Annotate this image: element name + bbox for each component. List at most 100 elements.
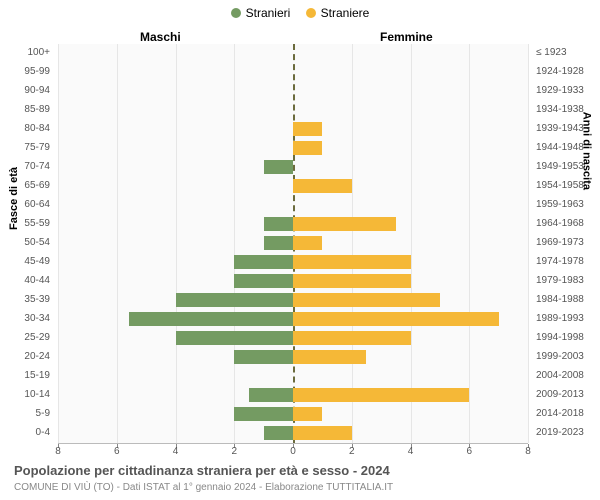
bar-female — [293, 388, 469, 402]
age-label: 40-44 — [0, 275, 50, 286]
legend-item-male: Stranieri — [231, 6, 291, 20]
age-label: 100+ — [0, 47, 50, 58]
age-label: 60-64 — [0, 199, 50, 210]
bar-male — [234, 255, 293, 269]
bar-female — [293, 179, 352, 193]
birth-year-label: 2004-2008 — [536, 370, 596, 381]
bar-male — [234, 407, 293, 421]
xtick-label: 2 — [224, 446, 244, 457]
bar-female — [293, 274, 411, 288]
bar-female — [293, 122, 322, 136]
birth-year-label: 1934-1938 — [536, 104, 596, 115]
age-label: 30-34 — [0, 313, 50, 324]
bar-female — [293, 407, 322, 421]
age-row: 60-641959-1963 — [58, 196, 528, 215]
xtick-label: 6 — [107, 446, 127, 457]
bar-female — [293, 236, 322, 250]
birth-year-label: 1969-1973 — [536, 237, 596, 248]
xtick-label: 0 — [283, 446, 303, 457]
age-row: 45-491974-1978 — [58, 253, 528, 272]
birth-year-label: 1929-1933 — [536, 85, 596, 96]
age-label: 5-9 — [0, 408, 50, 419]
bar-female — [293, 141, 322, 155]
age-row: 40-441979-1983 — [58, 272, 528, 291]
age-row: 0-42019-2023 — [58, 424, 528, 443]
birth-year-label: 1989-1993 — [536, 313, 596, 324]
age-row: 10-142009-2013 — [58, 386, 528, 405]
birth-year-label: 1954-1958 — [536, 180, 596, 191]
birth-year-label: 1964-1968 — [536, 218, 596, 229]
pyramid-plot: 864202468100+≤ 192395-991924-192890-9419… — [58, 44, 528, 444]
gridline — [528, 44, 529, 443]
age-label: 90-94 — [0, 85, 50, 96]
column-title-left: Maschi — [140, 30, 181, 44]
age-row: 65-691954-1958 — [58, 177, 528, 196]
birth-year-label: 1999-2003 — [536, 351, 596, 362]
age-label: 65-69 — [0, 180, 50, 191]
birth-year-label: 1994-1998 — [536, 332, 596, 343]
bar-male — [176, 331, 294, 345]
bar-male — [264, 426, 293, 440]
legend-label-male: Stranieri — [246, 6, 291, 20]
age-label: 15-19 — [0, 370, 50, 381]
legend-swatch-female — [306, 8, 316, 18]
chart-caption: Popolazione per cittadinanza straniera p… — [14, 463, 390, 478]
xtick-label: 6 — [459, 446, 479, 457]
age-row: 55-591964-1968 — [58, 215, 528, 234]
age-row: 15-192004-2008 — [58, 367, 528, 386]
bar-male — [234, 350, 293, 364]
xtick-label: 8 — [48, 446, 68, 457]
age-row: 70-741949-1953 — [58, 158, 528, 177]
birth-year-label: 1979-1983 — [536, 275, 596, 286]
birth-year-label: 2009-2013 — [536, 389, 596, 400]
bar-female — [293, 350, 366, 364]
age-row: 80-841939-1943 — [58, 120, 528, 139]
birth-year-label: 1959-1963 — [536, 199, 596, 210]
chart-subcaption: COMUNE DI VIÙ (TO) - Dati ISTAT al 1° ge… — [14, 482, 393, 493]
bar-male — [264, 236, 293, 250]
column-title-right: Femmine — [380, 30, 433, 44]
bar-female — [293, 312, 499, 326]
bar-female — [293, 217, 396, 231]
age-label: 95-99 — [0, 66, 50, 77]
age-row: 5-92014-2018 — [58, 405, 528, 424]
legend: Stranieri Straniere — [0, 6, 600, 21]
age-row: 35-391984-1988 — [58, 291, 528, 310]
age-row: 75-791944-1948 — [58, 139, 528, 158]
bar-male — [176, 293, 294, 307]
age-row: 100+≤ 1923 — [58, 44, 528, 63]
age-label: 10-14 — [0, 389, 50, 400]
age-label: 25-29 — [0, 332, 50, 343]
legend-label-female: Straniere — [321, 6, 370, 20]
age-row: 95-991924-1928 — [58, 63, 528, 82]
bar-female — [293, 331, 411, 345]
age-label: 75-79 — [0, 142, 50, 153]
age-row: 20-241999-2003 — [58, 348, 528, 367]
age-label: 45-49 — [0, 256, 50, 267]
xtick-label: 4 — [166, 446, 186, 457]
birth-year-label: ≤ 1923 — [536, 47, 596, 58]
bar-female — [293, 293, 440, 307]
birth-year-label: 2014-2018 — [536, 408, 596, 419]
bar-female — [293, 426, 352, 440]
bar-male — [264, 160, 293, 174]
birth-year-label: 1974-1978 — [536, 256, 596, 267]
age-row: 90-941929-1933 — [58, 82, 528, 101]
birth-year-label: 1949-1953 — [536, 161, 596, 172]
xtick-label: 8 — [518, 446, 538, 457]
bar-female — [293, 255, 411, 269]
birth-year-label: 1944-1948 — [536, 142, 596, 153]
xtick-label: 2 — [342, 446, 362, 457]
age-label: 80-84 — [0, 123, 50, 134]
age-label: 35-39 — [0, 294, 50, 305]
age-row: 30-341989-1993 — [58, 310, 528, 329]
age-row: 85-891934-1938 — [58, 101, 528, 120]
birth-year-label: 1984-1988 — [536, 294, 596, 305]
birth-year-label: 1939-1943 — [536, 123, 596, 134]
bar-male — [249, 388, 293, 402]
age-label: 0-4 — [0, 427, 50, 438]
age-row: 25-291994-1998 — [58, 329, 528, 348]
age-label: 85-89 — [0, 104, 50, 115]
age-row: 50-541969-1973 — [58, 234, 528, 253]
bar-male — [234, 274, 293, 288]
